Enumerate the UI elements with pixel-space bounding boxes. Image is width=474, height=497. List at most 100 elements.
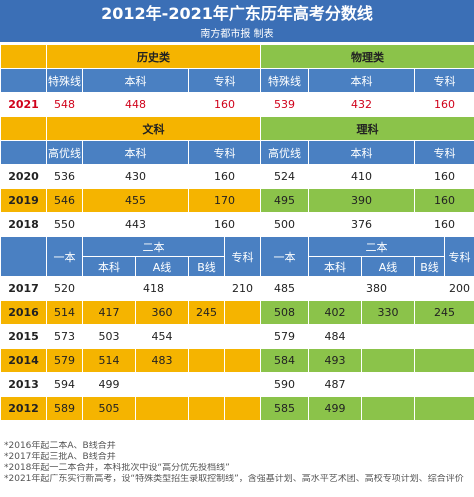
arts-high-cell: 546 bbox=[46, 188, 83, 213]
header-junior: 专科 bbox=[187, 68, 262, 93]
arts-undergrad-cell: 430 bbox=[82, 164, 189, 189]
arts-tier3b-cell bbox=[188, 396, 225, 421]
science-tier1-cell: 485 bbox=[260, 276, 310, 301]
header-undergrad: 本科 bbox=[82, 140, 189, 165]
arts-tier3a-cell: 483 bbox=[135, 348, 189, 373]
science-tier2-cell: 493 bbox=[308, 348, 363, 373]
footnote: *2017年起三批A、B线合并 bbox=[4, 452, 116, 462]
score-table: 历史类 物理类 特殊线 本科 专科 特殊线 本科 专科 2021 548 448… bbox=[0, 44, 474, 421]
arts-tier3b-cell bbox=[188, 372, 225, 397]
header-row-old-tiers: 一本 二本 专科 一本 二本 专科 bbox=[0, 236, 474, 277]
arts-tier3a-cell bbox=[135, 396, 189, 421]
header-undergrad: 本科 bbox=[82, 68, 189, 93]
arts-tier3b-cell bbox=[188, 324, 225, 349]
header-tier1: 一本 bbox=[46, 236, 83, 277]
physics-undergrad-cell: 432 bbox=[308, 92, 416, 117]
arts-tier3a-cell: 454 bbox=[135, 324, 189, 349]
header-line-b: B线 bbox=[414, 256, 446, 277]
science-tier3a-cell bbox=[361, 396, 416, 421]
header-science: 理科 bbox=[260, 116, 474, 141]
footnotes: *2016年起二本A、B线合并 *2017年起三批A、B线合并 *2018年起一… bbox=[4, 441, 472, 485]
header-cell-empty bbox=[0, 116, 47, 141]
header-junior: 专科 bbox=[414, 140, 474, 165]
science-tier3b-cell: 245 bbox=[414, 300, 474, 325]
science-high-cell: 500 bbox=[260, 212, 310, 237]
science-undergrad-cell: 376 bbox=[308, 212, 416, 237]
science-tier1-cell: 508 bbox=[260, 300, 310, 325]
year-cell: 2016 bbox=[0, 300, 47, 325]
year-cell: 2015 bbox=[0, 324, 47, 349]
science-tier2-cell: 499 bbox=[308, 396, 363, 421]
arts-tier1-cell: 579 bbox=[46, 348, 83, 373]
arts-tier3b-cell: 245 bbox=[188, 300, 225, 325]
table-row-2015: 2015 573 503 454 579 484 bbox=[0, 324, 474, 349]
table-row-2020: 2020 536 430 160 524 410 160 bbox=[0, 164, 474, 189]
year-cell: 2018 bbox=[0, 212, 47, 237]
page-subtitle: 南方都市报 制表 bbox=[0, 28, 474, 42]
footnote: *2021年起广东实行新高考，设“特殊类型招生录取控制线”，含强基计划、高水平艺… bbox=[4, 474, 464, 484]
table-row-2012: 2012 589 505 585 499 bbox=[0, 396, 474, 421]
table-row-2017: 2017 520 418 210 485 380 200 bbox=[0, 276, 474, 301]
header-undergrad: 本科 bbox=[308, 140, 416, 165]
header-cell-empty bbox=[0, 44, 47, 69]
arts-tier2-cell: 418 bbox=[82, 276, 225, 301]
header-undergrad: 本科 bbox=[308, 256, 363, 277]
science-tier1-cell: 584 bbox=[260, 348, 310, 373]
science-tier2-cell: 402 bbox=[308, 300, 363, 325]
arts-junior-cell bbox=[223, 300, 262, 325]
year-cell: 2020 bbox=[0, 164, 47, 189]
header-high: 高优线 bbox=[260, 140, 310, 165]
header-special: 特殊线 bbox=[260, 68, 310, 93]
history-undergrad-cell: 448 bbox=[82, 92, 189, 117]
header-row-2021-groups: 历史类 物理类 bbox=[0, 44, 474, 69]
header-high: 高优线 bbox=[46, 140, 83, 165]
header-line-b: B线 bbox=[188, 256, 225, 277]
header-special: 特殊线 bbox=[46, 68, 83, 93]
arts-tier3a-cell bbox=[135, 372, 189, 397]
arts-tier2-cell: 503 bbox=[82, 324, 136, 349]
arts-tier3a-cell: 360 bbox=[135, 300, 189, 325]
physics-junior-cell: 160 bbox=[414, 92, 474, 117]
arts-undergrad-cell: 443 bbox=[82, 212, 189, 237]
header-cell-empty bbox=[0, 68, 47, 93]
science-tier3a-cell bbox=[361, 324, 416, 349]
science-tier1-cell: 585 bbox=[260, 396, 310, 421]
header-row-mid-cols: 高优线 本科 专科 高优线 本科 专科 bbox=[0, 140, 474, 165]
science-tier3a-cell bbox=[361, 348, 416, 373]
arts-junior-cell bbox=[223, 324, 262, 349]
arts-junior-cell: 210 bbox=[223, 276, 262, 301]
table-row-2018: 2018 550 443 160 500 376 160 bbox=[0, 212, 474, 237]
header-junior: 专科 bbox=[444, 236, 474, 277]
header-line-a: A线 bbox=[361, 256, 416, 277]
science-tier3b-cell bbox=[414, 348, 474, 373]
science-junior-cell: 200 bbox=[444, 276, 474, 301]
science-tier1-cell: 590 bbox=[260, 372, 310, 397]
physics-special-cell: 539 bbox=[260, 92, 310, 117]
science-undergrad-cell: 390 bbox=[308, 188, 416, 213]
footnote: *2016年起二本A、B线合并 bbox=[4, 441, 116, 451]
table-row-2021: 2021 548 448 160 539 432 160 bbox=[0, 92, 474, 117]
arts-high-cell: 550 bbox=[46, 212, 83, 237]
history-special-cell: 548 bbox=[46, 92, 83, 117]
arts-junior-cell bbox=[223, 348, 262, 373]
header-tier2: 二本 bbox=[308, 236, 446, 257]
science-undergrad-cell: 410 bbox=[308, 164, 416, 189]
arts-high-cell: 536 bbox=[46, 164, 83, 189]
header-line-a: A线 bbox=[135, 256, 189, 277]
arts-tier2-cell: 417 bbox=[82, 300, 136, 325]
header-row-old-lines: 本科 A线 B线 本科 A线 B线 bbox=[1, 256, 474, 277]
science-tier3a-cell: 330 bbox=[361, 300, 416, 325]
table-row-2019: 2019 546 455 170 495 390 160 bbox=[0, 188, 474, 213]
header-junior: 专科 bbox=[414, 68, 474, 93]
table-row-2016: 2016 514 417 360 245 508 402 330 245 bbox=[0, 300, 474, 325]
page-title: 2012年-2021年广东历年高考分数线 bbox=[0, 0, 474, 28]
arts-tier3b-cell bbox=[188, 348, 225, 373]
header-cell-empty bbox=[0, 140, 47, 165]
header-tier2: 二本 bbox=[82, 236, 225, 257]
arts-tier2-cell: 499 bbox=[82, 372, 136, 397]
year-cell: 2021 bbox=[0, 92, 47, 117]
arts-tier1-cell: 594 bbox=[46, 372, 83, 397]
arts-tier1-cell: 520 bbox=[46, 276, 83, 301]
science-junior-cell: 160 bbox=[414, 164, 474, 189]
arts-undergrad-cell: 455 bbox=[82, 188, 189, 213]
